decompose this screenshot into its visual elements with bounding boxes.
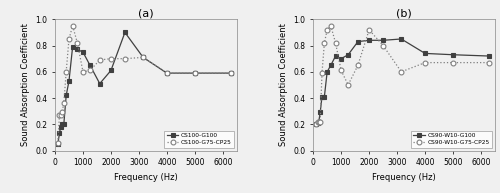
CS100-G75-CP25 [87, 69, 93, 72]
Legend: CS90-W10-G100, CS90-W10-G75-CP25: CS90-W10-G100, CS90-W10-G75-CP25 [411, 131, 492, 148]
CS100-G100 [140, 56, 146, 58]
CS90-W10-G100 [450, 54, 456, 56]
CS100-G100 [59, 123, 65, 125]
CS100-G100 [164, 72, 170, 74]
CS100-G100 [97, 82, 103, 85]
CS100-G75-CP25 [74, 42, 80, 44]
CS100-G100 [66, 80, 72, 82]
CS90-W10-G100 [345, 54, 351, 56]
Y-axis label: Sound Absorption Coefficient: Sound Absorption Coefficient [20, 24, 30, 146]
CS100-G100 [108, 69, 114, 72]
CS100-G75-CP25 [61, 102, 67, 104]
CS100-G100 [122, 31, 128, 34]
CS100-G100 [58, 126, 64, 128]
Title: (b): (b) [396, 8, 412, 19]
CS90-W10-G100 [366, 39, 372, 41]
CS100-G100 [80, 51, 86, 53]
CS100-G75-CP25 [108, 58, 114, 60]
Y-axis label: Sound Absorption Coefficient: Sound Absorption Coefficient [279, 24, 288, 146]
CS100-G100 [55, 143, 61, 145]
Line: CS90-W10-G75-CP25: CS90-W10-G75-CP25 [314, 23, 492, 127]
CS90-W10-G75-CP25 [398, 71, 404, 73]
CS90-W10-G100 [328, 64, 334, 66]
CS90-W10-G100 [322, 96, 328, 98]
CS100-G75-CP25 [228, 72, 234, 74]
CS100-G100 [192, 72, 198, 74]
X-axis label: Frequency (Hz): Frequency (Hz) [372, 173, 436, 182]
CS100-G75-CP25 [140, 56, 146, 58]
CS90-W10-G100 [332, 55, 338, 57]
Legend: CS100-G100, CS100-G75-CP25: CS100-G100, CS100-G75-CP25 [164, 131, 234, 148]
CS100-G100 [56, 132, 62, 135]
CS100-G75-CP25 [97, 59, 103, 61]
CS90-W10-G75-CP25 [322, 42, 328, 44]
CS100-G100 [61, 123, 67, 125]
CS90-W10-G75-CP25 [319, 72, 325, 74]
CS90-W10-G75-CP25 [486, 61, 492, 64]
CS90-W10-G75-CP25 [317, 120, 323, 123]
CS100-G75-CP25 [122, 58, 128, 60]
CS100-G100 [70, 46, 75, 48]
CS90-W10-G75-CP25 [332, 42, 338, 44]
CS90-W10-G100 [317, 111, 323, 114]
CS100-G75-CP25 [80, 71, 86, 73]
CS100-G100 [228, 72, 234, 74]
CS90-W10-G100 [422, 52, 428, 55]
CS90-W10-G100 [486, 55, 492, 57]
CS100-G75-CP25 [55, 141, 61, 144]
CS90-W10-G75-CP25 [316, 120, 322, 123]
Title: (a): (a) [138, 8, 154, 19]
CS100-G75-CP25 [192, 72, 198, 74]
X-axis label: Frequency (Hz): Frequency (Hz) [114, 173, 178, 182]
CS90-W10-G100 [355, 41, 361, 43]
CS100-G75-CP25 [58, 114, 64, 116]
CS90-W10-G75-CP25 [314, 120, 320, 123]
CS100-G100 [74, 48, 80, 51]
CS90-W10-G75-CP25 [338, 69, 344, 72]
CS90-W10-G75-CP25 [313, 123, 319, 125]
CS90-W10-G75-CP25 [380, 44, 386, 47]
CS90-W10-G75-CP25 [324, 29, 330, 31]
CS100-G100 [63, 94, 69, 96]
CS90-W10-G100 [380, 39, 386, 41]
CS90-W10-G100 [313, 123, 319, 125]
CS90-W10-G100 [398, 38, 404, 40]
CS90-W10-G75-CP25 [450, 61, 456, 64]
CS90-W10-G75-CP25 [355, 64, 361, 66]
CS100-G75-CP25 [164, 72, 170, 74]
CS90-W10-G75-CP25 [328, 25, 334, 27]
CS100-G75-CP25 [56, 114, 62, 116]
CS90-W10-G100 [319, 96, 325, 98]
CS90-W10-G100 [324, 71, 330, 73]
CS100-G75-CP25 [70, 25, 75, 27]
CS90-W10-G100 [338, 58, 344, 60]
CS90-W10-G100 [316, 120, 322, 123]
CS90-W10-G75-CP25 [366, 29, 372, 31]
CS90-W10-G75-CP25 [345, 84, 351, 86]
Line: CS90-W10-G100: CS90-W10-G100 [314, 36, 492, 127]
CS100-G75-CP25 [63, 71, 69, 73]
Line: CS100-G100: CS100-G100 [56, 30, 234, 146]
CS100-G75-CP25 [66, 38, 72, 40]
CS90-W10-G75-CP25 [422, 61, 428, 64]
CS100-G75-CP25 [59, 111, 65, 114]
Line: CS100-G75-CP25: CS100-G75-CP25 [56, 23, 234, 145]
CS100-G100 [87, 64, 93, 66]
CS90-W10-G100 [314, 122, 320, 124]
